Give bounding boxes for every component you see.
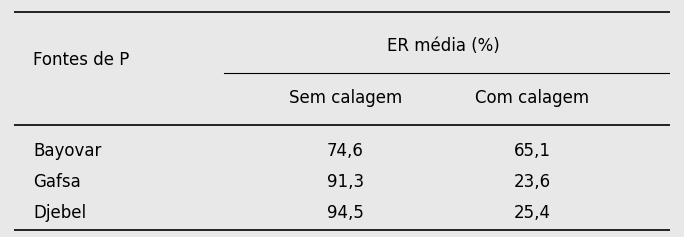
- Text: 65,1: 65,1: [514, 142, 551, 160]
- Text: 94,5: 94,5: [327, 204, 364, 222]
- Text: 23,6: 23,6: [514, 173, 551, 191]
- Text: Sem calagem: Sem calagem: [289, 89, 402, 107]
- Text: Fontes de P: Fontes de P: [34, 51, 130, 69]
- Text: 91,3: 91,3: [327, 173, 364, 191]
- Text: Bayovar: Bayovar: [34, 142, 102, 160]
- Text: 74,6: 74,6: [327, 142, 364, 160]
- Text: Djebel: Djebel: [34, 204, 86, 222]
- Text: Gafsa: Gafsa: [34, 173, 81, 191]
- Text: ER média (%): ER média (%): [387, 37, 500, 55]
- Text: Com calagem: Com calagem: [475, 89, 590, 107]
- Text: 25,4: 25,4: [514, 204, 551, 222]
